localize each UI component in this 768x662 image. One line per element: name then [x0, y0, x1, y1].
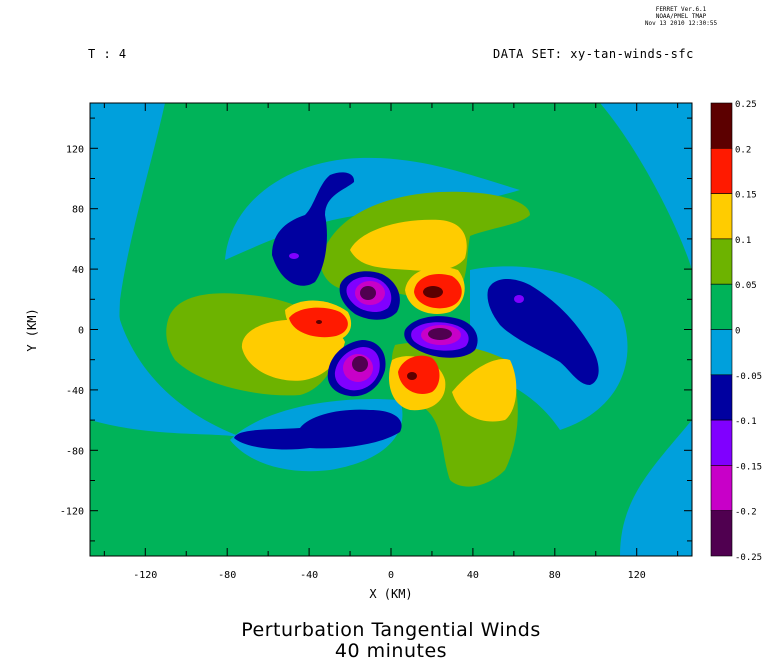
colorbar-label: 0.05 — [735, 281, 757, 291]
y-tick-label: 80 — [72, 205, 84, 216]
contour-darkred-bottom — [407, 372, 417, 380]
colorbar-label: -0.05 — [735, 372, 762, 382]
axis-ticks — [90, 103, 692, 556]
y-tick-label: 40 — [72, 265, 84, 276]
ferret-date: Nov 13 2010 12:30:55 — [644, 20, 718, 27]
contour-red-bottom — [398, 355, 440, 394]
colorbar-label: -0.25 — [735, 553, 762, 563]
x-tick-label: -80 — [218, 570, 236, 581]
x-tick-label: -120 — [133, 570, 157, 581]
colorbar-label: 0 — [735, 327, 740, 337]
colorbar-swatch — [710, 193, 733, 240]
contour-yellow-top — [350, 219, 467, 271]
y-tick-label: 120 — [66, 144, 84, 155]
x-tick-label: -40 — [300, 570, 318, 581]
axis-tick-labels: -120 -80 -40 0 40 80 120 120 80 40 0 -40 -80 -120 — [60, 144, 646, 581]
ferret-stamp: FERRET Ver.6.1 NOAA/PMEL TMAP Nov 13 201… — [636, 6, 726, 27]
colorbar-label: 0.2 — [735, 145, 751, 155]
colorbar-label: -0.1 — [735, 417, 757, 427]
time-label: T : 4 — [88, 47, 127, 61]
colorbar-swatch — [710, 102, 733, 149]
colorbar-label: 0.1 — [735, 236, 751, 246]
x-tick-label: 80 — [549, 570, 561, 581]
title-line-1: Perturbation Tangential Winds — [241, 619, 541, 641]
contour-dark-vortex-upper — [360, 286, 376, 300]
x-tick-label: 120 — [628, 570, 646, 581]
colorbar-swatch — [710, 419, 733, 466]
x-tick-label: 0 — [388, 570, 394, 581]
contour-navy-right — [487, 278, 599, 385]
colorbar-label: 0.25 — [735, 100, 757, 110]
colorbar-swatch — [710, 510, 733, 557]
dataset-label: DATA SET: xy-tan-winds-sfc — [493, 47, 694, 61]
y-tick-label: -40 — [66, 386, 84, 397]
contour-purple-right — [514, 295, 524, 303]
colorbar-label: -0.15 — [735, 462, 762, 472]
contour-purple-top-left — [289, 253, 299, 259]
colorbar: 0.25 0.2 0.15 0.1 0.05 0 -0.05 -0.1 -0.15 -0.2 -0.… — [710, 100, 762, 563]
colorbar-label: -0.2 — [735, 508, 757, 518]
chart-title: Perturbation Tangential Winds 40 minutes — [150, 620, 632, 662]
contour-darkred-left — [316, 320, 322, 324]
colorbar-swatch — [710, 283, 733, 330]
colorbar-swatch — [710, 329, 733, 376]
colorbar-swatch — [710, 465, 733, 511]
colorbar-label: 0.15 — [735, 191, 757, 201]
ferret-org: NOAA/PMEL TMAP — [655, 13, 707, 20]
y-tick-label: -120 — [60, 507, 84, 518]
contour-dark-vortex-right — [428, 328, 452, 340]
y-axis-title: Y (KM) — [25, 308, 39, 351]
ferret-version: FERRET Ver.6.1 — [655, 6, 707, 13]
y-tick-label: 0 — [78, 326, 84, 337]
y-tick-label: -80 — [66, 446, 84, 457]
colorbar-swatch — [710, 374, 733, 421]
contour-dark-vortex-lower — [352, 356, 368, 372]
x-tick-label: 40 — [467, 570, 479, 581]
contour-field — [90, 103, 692, 556]
contour-darkred-top — [423, 286, 443, 298]
contour-yellow-right — [452, 359, 517, 422]
title-line-2: 40 minutes — [334, 640, 448, 662]
colorbar-swatch — [710, 238, 733, 285]
colorbar-swatch — [710, 148, 733, 194]
x-axis-title: X (KM) — [369, 587, 412, 601]
contour-navy-bottom — [234, 409, 402, 450]
contour-cyan-left-edge — [90, 103, 165, 398]
